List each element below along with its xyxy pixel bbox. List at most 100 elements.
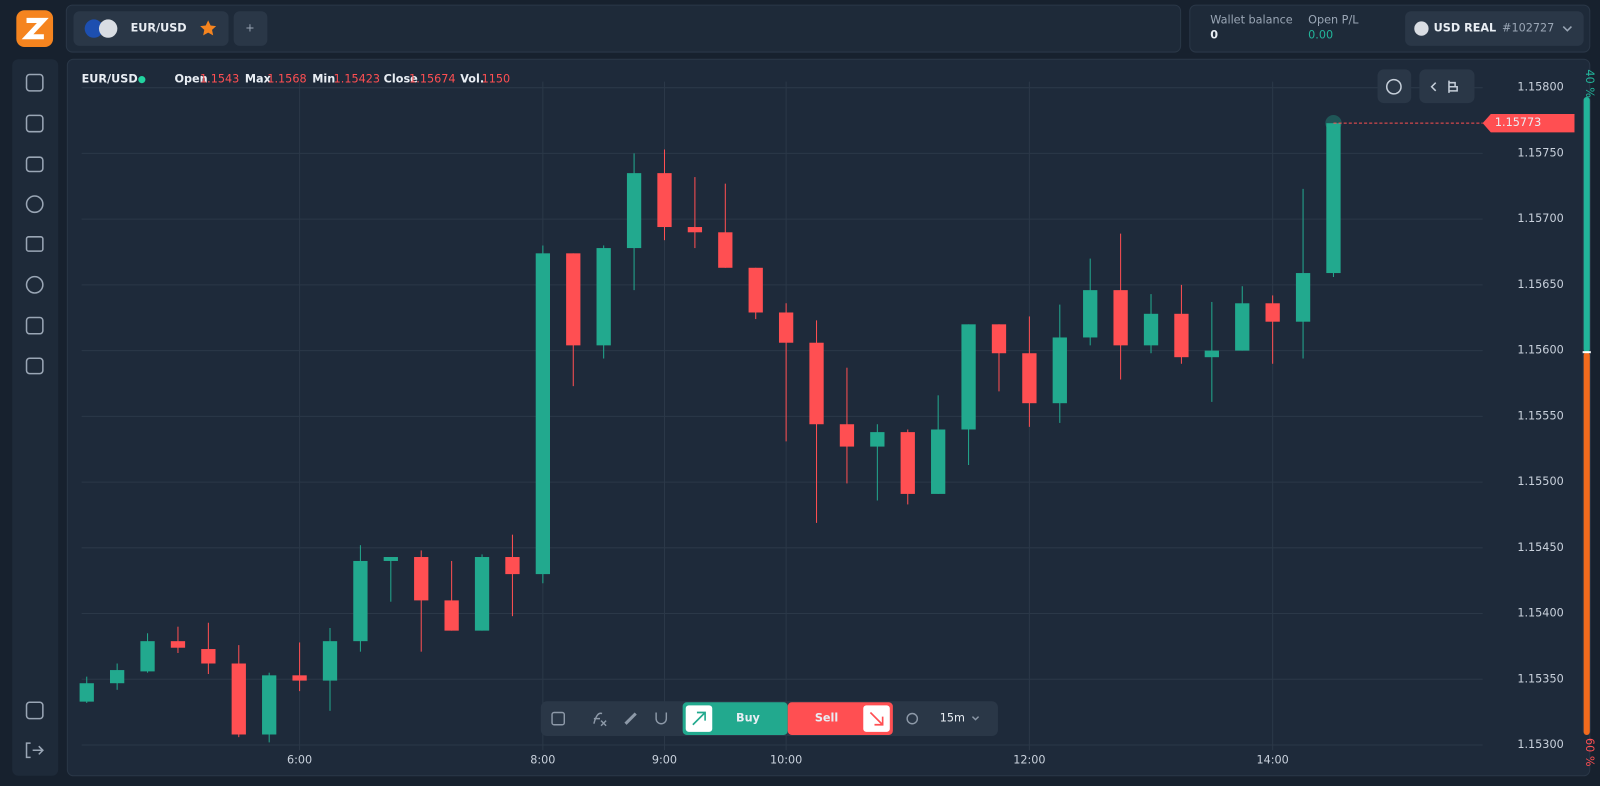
icon-chart[interactable] [25,73,44,92]
panel-toggle-icon [1430,80,1458,93]
candle-body [1083,290,1098,338]
layout-tool[interactable] [551,711,565,726]
account-id: #102727 [1502,22,1554,35]
icon-expand[interactable] [25,701,44,720]
candle-body [140,641,155,672]
legend-symbol: EUR/USD [82,73,138,86]
y-tick-label: 1.15800 [1517,81,1563,94]
candle-body [414,557,429,601]
candle-body [1204,350,1219,358]
candle-body [718,232,733,268]
x-tick-label: 12:00 [1013,753,1045,766]
candle-body [778,312,794,343]
indicator-button[interactable] [1377,69,1412,104]
x-tick-label: 10:00 [770,753,802,766]
y-tick-label: 1.15750 [1517,146,1563,159]
candle-body [262,675,277,735]
candle-body [839,424,855,447]
add-tab-button[interactable] [233,11,268,46]
settings-tool[interactable] [906,712,919,725]
min-label: Min [312,73,335,86]
icon-analytics[interactable] [25,114,44,133]
icon-history[interactable] [25,195,44,214]
sentiment-segment [1583,96,1590,353]
candle-body [474,557,490,631]
top-bar [65,4,1182,53]
y-tick-label: 1.15550 [1517,409,1563,422]
indicator-icon [1385,78,1402,95]
y-tick-label: 1.15350 [1517,672,1563,685]
candle-body [991,324,1007,354]
asset-tab-label: EUR/USD [131,22,187,35]
y-tick-label: 1.15400 [1517,607,1563,620]
candle-body [444,600,459,631]
live-dot [138,76,146,84]
function-tool[interactable] [593,712,607,727]
toolbar-icons [551,711,980,727]
account-flag [1414,21,1429,36]
candle-body [1052,337,1067,404]
candle-body [809,342,824,425]
candle-body [687,227,703,233]
icon-news[interactable] [25,316,44,335]
candle-body [1295,273,1311,322]
logo-mark [21,17,49,40]
account-selector[interactable] [1405,11,1584,46]
x-tick-label: 14:00 [1256,753,1288,766]
flag-eu [84,19,104,38]
last-price-label: 1.15773 [1495,116,1541,129]
candle-body [961,324,976,430]
wallet-label: Wallet balance [1210,13,1293,26]
draw-tool[interactable] [624,712,637,725]
y-tick-label: 1.15700 [1517,212,1563,225]
candle-body [596,248,611,346]
x-tick-label: 6:00 [287,753,312,766]
candle-body [79,683,94,702]
icon-education[interactable] [25,236,44,252]
candle-body [1326,123,1341,274]
sentiment-bar: 40 % 60 % [1582,69,1596,767]
sell-icon [869,711,884,726]
candle-body [1022,353,1037,404]
candle-body [900,432,915,494]
favorite-star[interactable] [200,20,217,36]
pl-label: Open P/L [1308,13,1359,26]
candle-body [1174,313,1189,358]
min-value: 1.15423 [334,73,380,86]
buy-label: Buy [736,712,761,725]
wallet-value: 0 [1210,29,1218,42]
max-label: Max [245,73,272,86]
close-label: Close [384,73,418,86]
candle-body [170,641,186,648]
flag-us [98,19,118,38]
sidebar [12,59,59,776]
asset-tab[interactable] [73,11,229,46]
icon-portfolio[interactable] [25,156,44,173]
pl-value: 0.00 [1308,29,1333,42]
icon-settings[interactable] [25,275,44,294]
panel-toggle[interactable] [1419,69,1475,104]
candle-body [657,173,672,228]
x-tick-label: 8:00 [530,753,555,766]
candle-body [566,253,581,346]
candle-body [231,663,246,735]
y-tick-label: 1.15300 [1517,738,1563,751]
icon-logout[interactable] [25,742,44,759]
ohlc-legend: Open 1.1543 Max 1.1568 Min 1.15423 Close… [174,73,510,86]
x-tick-label: 9:00 [652,753,677,766]
candle-body [353,560,368,642]
candle-body [383,557,398,561]
chart-panel [66,58,1591,777]
last-price-tag [1482,113,1575,133]
timeframe-label[interactable]: 15m [940,712,965,725]
magnet-tool[interactable] [655,712,668,725]
candle-body [1265,303,1280,322]
candle-body [535,253,550,575]
sentiment-up-label: 40 % [1583,69,1596,98]
close-value: 1.15674 [409,73,455,86]
icon-calendar[interactable] [25,357,44,375]
add-tab-label: + [245,22,254,35]
y-tick-label: 1.15450 [1517,541,1563,554]
y-tick-label: 1.15650 [1517,278,1563,291]
candle-body [748,267,763,313]
